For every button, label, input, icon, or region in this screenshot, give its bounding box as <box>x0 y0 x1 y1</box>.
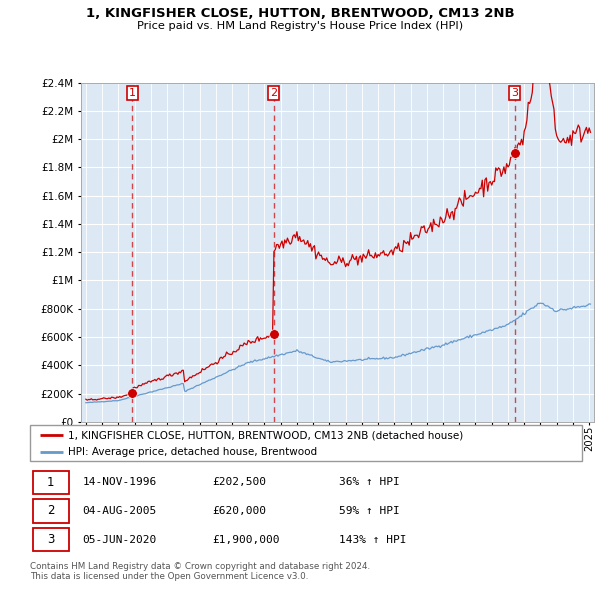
Text: 3: 3 <box>511 88 518 98</box>
Text: 3: 3 <box>47 533 55 546</box>
Text: 36% ↑ HPI: 36% ↑ HPI <box>339 477 400 487</box>
Text: HPI: Average price, detached house, Brentwood: HPI: Average price, detached house, Bren… <box>68 447 317 457</box>
Text: 2: 2 <box>270 88 277 98</box>
Bar <box>33 471 68 494</box>
Text: £1,900,000: £1,900,000 <box>212 535 280 545</box>
Text: 2: 2 <box>47 504 55 517</box>
Text: 05-JUN-2020: 05-JUN-2020 <box>82 535 157 545</box>
Text: 1: 1 <box>129 88 136 98</box>
Text: Price paid vs. HM Land Registry's House Price Index (HPI): Price paid vs. HM Land Registry's House … <box>137 21 463 31</box>
Text: 14-NOV-1996: 14-NOV-1996 <box>82 477 157 487</box>
Text: 1, KINGFISHER CLOSE, HUTTON, BRENTWOOD, CM13 2NB: 1, KINGFISHER CLOSE, HUTTON, BRENTWOOD, … <box>86 7 514 20</box>
Text: £620,000: £620,000 <box>212 506 266 516</box>
Text: 1, KINGFISHER CLOSE, HUTTON, BRENTWOOD, CM13 2NB (detached house): 1, KINGFISHER CLOSE, HUTTON, BRENTWOOD, … <box>68 430 463 440</box>
Text: 04-AUG-2005: 04-AUG-2005 <box>82 506 157 516</box>
Text: 143% ↑ HPI: 143% ↑ HPI <box>339 535 407 545</box>
Text: 1: 1 <box>47 476 55 489</box>
Text: £202,500: £202,500 <box>212 477 266 487</box>
Text: Contains HM Land Registry data © Crown copyright and database right 2024.
This d: Contains HM Land Registry data © Crown c… <box>30 562 370 581</box>
Bar <box>33 499 68 523</box>
Text: 59% ↑ HPI: 59% ↑ HPI <box>339 506 400 516</box>
Bar <box>33 528 68 551</box>
